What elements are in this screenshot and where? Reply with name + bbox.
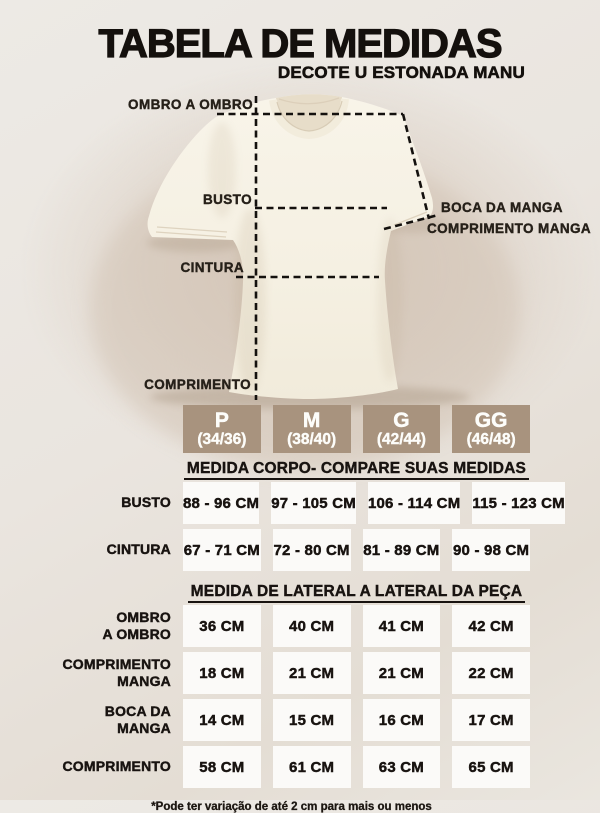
footnote: *Pode ter variação de até 2 cm para mais…	[151, 801, 432, 813]
value-cell: 36 CM	[183, 605, 261, 647]
value-cell: 63 CM	[362, 746, 441, 788]
value-cell: 18 CM	[183, 652, 261, 694]
size-header-gg: GG (46/48)	[452, 405, 530, 453]
row-label: COMPRIMENTO MANGA	[62, 655, 171, 689]
header-spacer	[53, 405, 171, 453]
value-cell: 15 CM	[272, 699, 351, 741]
value-cell: 90 - 98 CM	[452, 529, 530, 571]
size-name: GG	[474, 408, 508, 432]
table-row-comprimento: COMPRIMENTO 58 CM 61 CM 63 CM 65 CM	[53, 746, 530, 788]
row-label: BUSTO	[121, 494, 171, 511]
row-label: OMBRO A OMBRO	[102, 608, 171, 642]
table-row-ombro-a-ombro: OMBRO A OMBRO 36 CM 40 CM 41 CM 42 CM	[53, 605, 530, 647]
measurement-lines	[217, 96, 439, 400]
value-cell: 88 - 96 CM	[183, 482, 259, 524]
size-name: M	[302, 408, 321, 432]
size-table: P (34/36) M (38/40) G (42/44) GG (46/48)…	[53, 405, 565, 813]
section-title-row: MEDIDA DE LATERAL A LATERAL DA PEÇA	[53, 583, 530, 603]
table-row-comprimento-manga: COMPRIMENTO MANGA 18 CM 21 CM 21 CM 22 C…	[53, 652, 530, 694]
value-cell: 21 CM	[362, 652, 441, 694]
size-range: (42/44)	[376, 430, 427, 448]
section-title-corpo: MEDIDA CORPO- COMPARE SUAS MEDIDAS	[183, 460, 530, 480]
page-title: TABELA DE MEDIDAS	[98, 21, 503, 66]
page-subtitle: DECOTE U ESTONADA MANU	[277, 63, 526, 83]
value-cell: 21 CM	[272, 652, 351, 694]
row-label: CINTURA	[106, 541, 171, 558]
table-row-boca-da-manga: BOCA DA MANGA 14 CM 15 CM 16 CM 17 CM	[53, 699, 530, 741]
value-cell: 67 - 71 CM	[183, 529, 261, 571]
value-cell: 40 CM	[272, 605, 351, 647]
label-comprimento-manga: COMPRIMENTO MANGA	[427, 221, 592, 236]
size-range: (38/40)	[287, 430, 337, 448]
section-title-lateral: MEDIDA DE LATERAL A LATERAL DA PEÇA	[183, 583, 530, 603]
value-cell: 65 CM	[452, 746, 530, 788]
value-cell: 41 CM	[362, 605, 441, 647]
size-range: (34/36)	[197, 430, 247, 448]
size-header-row: P (34/36) M (38/40) G (42/44) GG (46/48)	[53, 405, 530, 453]
value-cell: 61 CM	[272, 746, 351, 788]
size-name: P	[214, 408, 230, 432]
line-comprimento-manga	[401, 113, 431, 220]
value-cell: 42 CM	[452, 605, 530, 647]
table-row-cintura: CINTURA 67 - 71 CM 72 - 80 CM 81 - 89 CM…	[53, 529, 530, 571]
label-comprimento: COMPRIMENTO	[144, 377, 251, 392]
value-cell: 58 CM	[183, 746, 261, 788]
value-cell: 72 - 80 CM	[272, 529, 351, 571]
size-header-m: M (38/40)	[272, 405, 351, 453]
value-cell: 14 CM	[183, 699, 261, 741]
label-boca-da-manga: BOCA DA MANGA	[441, 200, 563, 215]
value-cell: 97 - 105 CM	[271, 482, 356, 524]
neck-opening	[276, 94, 342, 131]
value-cell: 17 CM	[452, 699, 530, 741]
row-label: COMPRIMENTO	[62, 758, 171, 775]
value-cell: 106 - 114 CM	[368, 482, 460, 524]
collar-band	[269, 98, 349, 140]
table-row-busto: BUSTO 88 - 96 CM 97 - 105 CM 106 - 114 C…	[53, 482, 565, 524]
label-cintura: CINTURA	[180, 260, 244, 275]
size-range: (46/48)	[466, 430, 516, 448]
size-header-p: P (34/36)	[183, 405, 261, 453]
value-cell: 81 - 89 CM	[362, 529, 441, 571]
label-ombro-a-ombro: OMBRO A OMBRO	[128, 97, 253, 112]
value-cell: 16 CM	[362, 699, 441, 741]
row-label: BOCA DA MANGA	[104, 702, 171, 736]
value-cell: 115 - 123 CM	[472, 482, 565, 524]
line-boca-da-manga	[383, 213, 439, 231]
label-busto: BUSTO	[202, 192, 252, 207]
size-name: G	[393, 408, 410, 432]
value-cell: 22 CM	[452, 652, 530, 694]
size-header-g: G (42/44)	[362, 405, 441, 453]
section-title-row: MEDIDA CORPO- COMPARE SUAS MEDIDAS	[53, 460, 530, 480]
